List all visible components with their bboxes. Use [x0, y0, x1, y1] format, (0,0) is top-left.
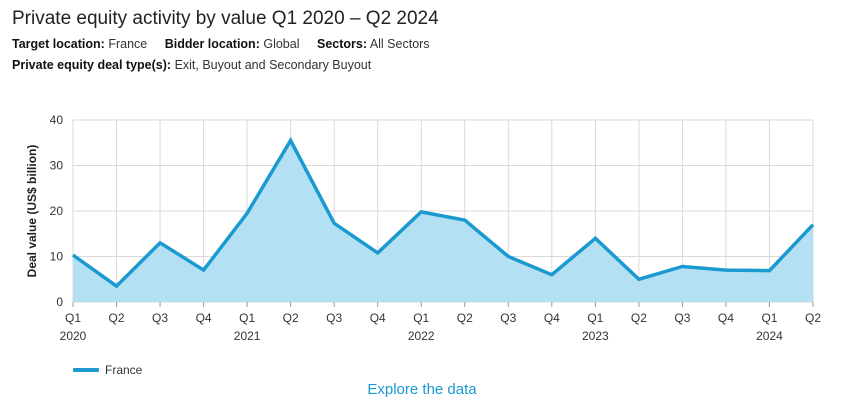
x-year-label: 2020	[60, 329, 87, 343]
x-tick-label: Q3	[674, 311, 690, 325]
y-tick-label: 30	[50, 159, 64, 173]
deal-type-summary: Private equity deal type(s): Exit, Buyou…	[12, 58, 371, 72]
legend-label: France	[105, 363, 143, 377]
x-tick-label: Q4	[718, 311, 734, 325]
x-tick-label: Q2	[457, 311, 473, 325]
x-tick-label: Q2	[805, 311, 821, 325]
explore-data-link[interactable]: Explore the data	[367, 381, 477, 398]
legend-swatch	[73, 368, 99, 372]
x-year-label: 2024	[756, 329, 783, 343]
x-tick-label: Q1	[761, 311, 777, 325]
series-line-france	[71, 136, 815, 289]
sectors-value: All Sectors	[369, 37, 430, 51]
x-tick-label: Q2	[631, 311, 647, 325]
x-tick-label: Q2	[109, 311, 125, 325]
x-tick-label: Q2	[283, 311, 299, 325]
series-area-france	[73, 140, 813, 302]
filter-summary: Target location: France Bidder location:…	[12, 37, 430, 51]
y-tick-label: 20	[50, 204, 64, 218]
x-tick-label: Q1	[587, 311, 603, 325]
x-tick-label: Q3	[152, 311, 168, 325]
x-tick-label: Q1	[413, 311, 429, 325]
x-tick-label: Q3	[326, 311, 342, 325]
y-tick-label: 10	[50, 250, 64, 264]
x-tick-label: Q4	[370, 311, 386, 325]
x-tick-label: Q1	[65, 311, 81, 325]
y-axis-title: Deal value (US$ billion)	[25, 145, 39, 278]
x-tick-label: Q3	[500, 311, 516, 325]
x-tick-label: Q1	[239, 311, 255, 325]
x-tick-label: Q4	[544, 311, 560, 325]
y-tick-label: 0	[56, 295, 63, 309]
x-year-label: 2023	[582, 329, 609, 343]
sectors-label: Sectors:	[316, 37, 368, 51]
target-location-label: Target location:	[12, 37, 105, 51]
deal-type-value: Exit, Buyout and Secondary Buyout	[174, 58, 372, 72]
x-year-label: 2022	[408, 329, 435, 343]
x-year-label: 2021	[234, 329, 261, 343]
deal-type-label: Private equity deal type(s):	[12, 58, 172, 72]
target-location-value: France	[108, 37, 148, 51]
bidder-location-value: Global	[263, 37, 300, 51]
y-tick-label: 40	[50, 113, 64, 127]
chart-title: Private equity activity by value Q1 2020…	[12, 8, 439, 29]
x-tick-label: Q4	[196, 311, 212, 325]
bidder-location-label: Bidder location:	[164, 37, 260, 51]
legend[interactable]: France	[73, 363, 142, 377]
